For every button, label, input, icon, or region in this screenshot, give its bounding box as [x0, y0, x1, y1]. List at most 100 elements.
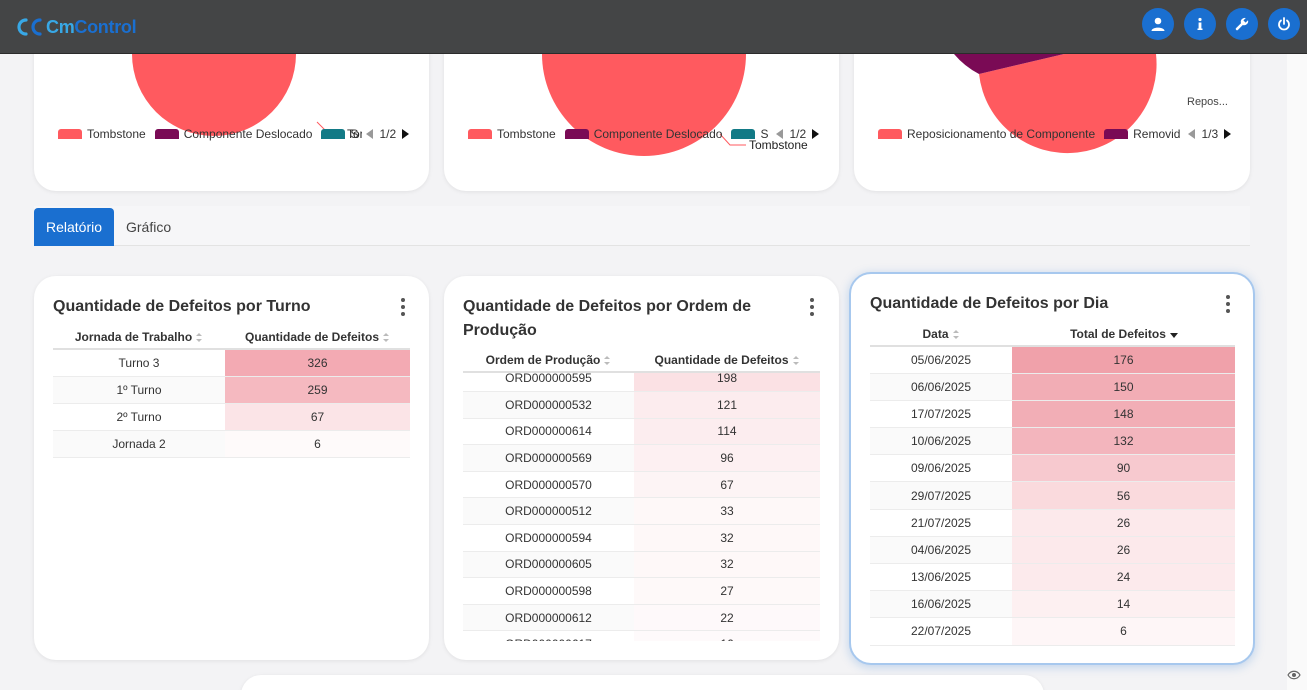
pie-slice-tombstone — [542, 54, 746, 156]
info-button[interactable] — [1184, 8, 1216, 40]
legend-pager: 1/2 — [362, 127, 410, 141]
order-table: Ordem de Produção Quantidade de Defeitos — [463, 348, 820, 373]
row-label: ORD000000617 — [463, 630, 634, 641]
row-label: 04/06/2025 — [870, 536, 1012, 565]
row-value: 96 — [634, 444, 820, 472]
legend-item[interactable]: Tombstone — [58, 127, 146, 141]
user-button[interactable] — [1142, 8, 1174, 40]
legend-item[interactable]: Tombstone — [468, 127, 556, 141]
legend-page-indicator: 1/2 — [379, 127, 397, 141]
column-header[interactable]: Ordem de Produção — [463, 348, 634, 373]
row-label: Turno 3 — [53, 349, 225, 377]
page-scrollbar[interactable] — [1287, 54, 1307, 690]
row-label: 21/07/2025 — [870, 509, 1012, 537]
logout-button[interactable] — [1268, 8, 1300, 40]
table-row[interactable]: ORD000000569 96 — [463, 444, 820, 472]
row-label: ORD000000569 — [463, 444, 634, 472]
settings-button[interactable] — [1226, 8, 1258, 40]
pie-slice-reposicionamento — [979, 54, 1157, 154]
table-row[interactable]: 05/06/2025 176 — [870, 346, 1235, 374]
row-value: 259 — [225, 376, 410, 404]
next-card-partial — [241, 675, 1044, 690]
table-row[interactable]: ORD000000570 67 — [463, 471, 820, 499]
logo-text: CmControl — [46, 16, 137, 37]
table-row[interactable]: 06/06/2025 150 — [870, 373, 1235, 401]
row-value: 56 — [1012, 481, 1235, 510]
card-menu-icon[interactable] — [1225, 295, 1231, 313]
legend-page-indicator: 1/3 — [1201, 127, 1219, 141]
defects-by-day-card: Quantidade de Defeitos por Dia Data Tota… — [849, 272, 1255, 665]
sort-desc-icon — [1169, 330, 1178, 339]
pie-chart-2: Tombstone — [542, 54, 808, 156]
table-row[interactable]: 13/06/2025 24 — [870, 563, 1235, 592]
table-row[interactable]: ORD000000512 33 — [463, 497, 820, 526]
table-row[interactable]: 29/07/2025 56 — [870, 481, 1235, 510]
row-value: 67 — [225, 403, 410, 431]
order-table-body: ORD000000595 198 ORD000000532 121 ORD0000006… — [463, 373, 820, 641]
row-value: 26 — [1012, 509, 1235, 537]
tab-grafico[interactable]: Gráfico — [126, 219, 172, 235]
sort-icon — [604, 355, 611, 365]
table-row[interactable]: ORD000000595 198 — [463, 373, 820, 393]
table-row[interactable]: ORD000000605 32 — [463, 551, 820, 579]
table-row[interactable]: Turno 3 326 — [53, 349, 410, 377]
card-menu-icon[interactable] — [400, 298, 406, 316]
card-title: Quantidade de Defeitos por Ordem de Produ… — [463, 298, 752, 339]
row-label: 06/06/2025 — [870, 373, 1012, 401]
column-header[interactable]: Jornada de Trabalho — [53, 325, 225, 350]
legend-item[interactable]: Removid — [1104, 127, 1180, 141]
table-row[interactable]: 1º Turno 259 — [53, 376, 410, 404]
legend-item[interactable]: Componente Deslocado — [154, 127, 312, 141]
pie-chart-1: Tombston... — [132, 54, 409, 141]
table-row[interactable]: ORD000000532 121 — [463, 391, 820, 419]
row-value: 32 — [634, 551, 820, 579]
table-row[interactable]: ORD000000594 32 — [463, 524, 820, 552]
legend-prev-icon[interactable] — [776, 129, 784, 139]
legend-next-icon[interactable] — [402, 129, 410, 139]
app-logo[interactable]: CmControl — [14, 15, 137, 39]
row-label: ORD000000605 — [463, 551, 634, 579]
table-row[interactable]: 21/07/2025 26 — [870, 509, 1235, 537]
tab-relatorio[interactable]: Relatório — [34, 208, 115, 246]
table-row[interactable]: ORD000000598 27 — [463, 577, 820, 605]
row-value: 6 — [225, 430, 410, 458]
table-row[interactable]: 10/06/2025 132 — [870, 427, 1235, 456]
table-row[interactable]: 09/06/2025 90 — [870, 454, 1235, 483]
table-row[interactable]: ORD000000614 114 — [463, 418, 820, 446]
legend-prev-icon[interactable] — [366, 129, 374, 139]
eye-icon[interactable] — [1287, 670, 1301, 680]
legend-item[interactable]: S — [321, 127, 358, 141]
pie-callout-line — [719, 133, 746, 146]
table-row[interactable]: 22/07/2025 6 — [870, 617, 1235, 646]
column-header[interactable]: Quantidade de Defeitos — [225, 325, 410, 350]
view-tabs: Relatório Gráfico — [34, 206, 1250, 246]
card-menu-icon[interactable] — [809, 298, 815, 316]
table-row[interactable]: ORD000000612 22 — [463, 604, 820, 632]
order-table-scroll[interactable]: Ordem de Produção Quantidade de Defeitos… — [463, 348, 820, 642]
pie-callout-label: Repos... — [1187, 96, 1228, 108]
table-row[interactable]: 16/06/2025 14 — [870, 590, 1235, 619]
row-value: 67 — [634, 471, 820, 499]
legend-item[interactable]: Reposicionamento de Componente — [878, 127, 1095, 141]
legend-next-icon[interactable] — [812, 129, 820, 139]
legend-next-icon[interactable] — [1224, 129, 1232, 139]
table-row[interactable]: 04/06/2025 26 — [870, 536, 1235, 565]
legend-prev-icon[interactable] — [1188, 129, 1196, 139]
legend-item[interactable]: Componente Deslocado — [564, 127, 722, 141]
user-icon — [1151, 17, 1165, 31]
day-table: Data Total de Defeitos 05/06/2025 176 06/0… — [870, 322, 1235, 646]
column-header[interactable]: Data — [870, 322, 1012, 347]
legend-pager: 1/2 — [772, 127, 820, 141]
legend-item[interactable]: S — [731, 127, 768, 141]
table-row[interactable]: 17/07/2025 148 — [870, 400, 1235, 429]
table-row[interactable]: 2º Turno 67 — [53, 403, 410, 431]
row-label: 22/07/2025 — [870, 617, 1012, 646]
row-value: 24 — [1012, 563, 1235, 592]
column-header[interactable]: Quantidade de Defeitos — [634, 348, 820, 373]
defects-by-order-card: Quantidade de Defeitos por Ordem de Produ… — [444, 276, 839, 660]
row-value: 148 — [1012, 400, 1235, 429]
column-header[interactable]: Total de Defeitos — [1012, 322, 1235, 347]
row-value: 150 — [1012, 373, 1235, 401]
table-row[interactable]: ORD00000061716 — [463, 630, 820, 641]
